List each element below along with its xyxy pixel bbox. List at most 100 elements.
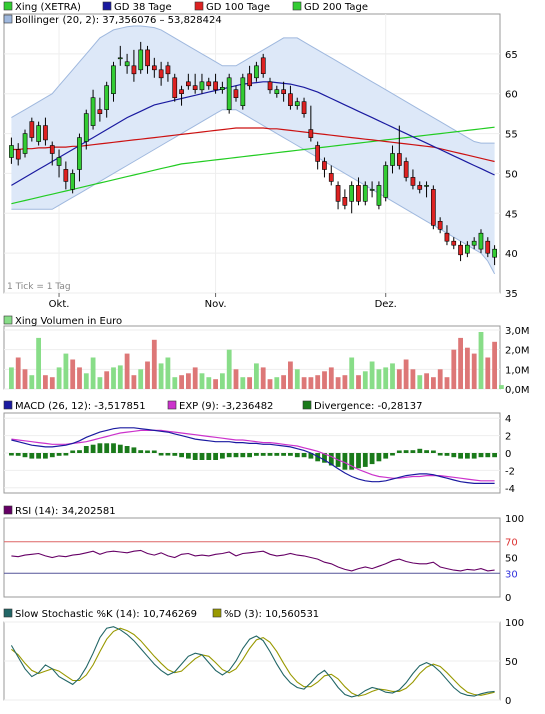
divergence-bar (274, 453, 280, 456)
divergence-bar (43, 453, 48, 459)
rsi-tick-label: 30 (505, 569, 518, 580)
candle (322, 157, 327, 178)
candle (492, 245, 498, 266)
divergence-bar (444, 453, 450, 456)
candle (124, 53, 130, 74)
legend-label-0: Xing (XETRA) (15, 2, 81, 13)
candle-body (43, 125, 48, 141)
candle-body (356, 185, 361, 202)
volume-panel: Xing Volumen in Euro 0,0M 1,0M 2,0M 3,0M (3, 315, 530, 396)
candle (464, 241, 470, 258)
candle (328, 165, 334, 186)
divergence-bar (97, 443, 103, 453)
volume-bar (56, 367, 62, 389)
volume-bar (465, 347, 470, 389)
candle-body (220, 87, 225, 91)
volume-bar (117, 365, 123, 389)
volume-bar (485, 357, 491, 389)
volume-bar (90, 357, 96, 389)
volume-bar (288, 361, 293, 389)
candle (186, 73, 191, 90)
candle-body (342, 197, 348, 206)
candle-body (145, 49, 150, 67)
volume-bar (186, 373, 191, 389)
candle-body (56, 157, 62, 166)
candle-body (83, 113, 89, 142)
moving-averages (11, 81, 495, 205)
candle (90, 89, 96, 130)
price-tick-label: 35 (505, 289, 518, 300)
divergence-bar (247, 453, 252, 458)
divergence-bar (485, 453, 491, 458)
volume-tick-label: 2,0M (505, 346, 530, 357)
volume-bar (301, 377, 307, 389)
macd-line (11, 427, 495, 484)
candle (356, 177, 361, 206)
candle-body (308, 129, 314, 138)
candle-body (165, 65, 171, 75)
candle-body (403, 161, 409, 178)
divergence-bar (478, 453, 484, 458)
volume-bar (29, 375, 35, 389)
candle (138, 41, 144, 74)
candle-body (172, 77, 178, 99)
candle (335, 181, 341, 210)
candle-body (458, 244, 463, 256)
divergence-bar (165, 453, 171, 456)
date-label: Dez. (375, 299, 397, 310)
divergence-bar (260, 453, 266, 456)
macd-tick-label: 2 (505, 432, 511, 443)
macd-label-1: EXP (9): -3,236482 (179, 401, 273, 412)
candle-body (294, 101, 300, 106)
candle-body (192, 85, 198, 90)
volume-bar (451, 349, 457, 389)
volume-bar (49, 377, 55, 389)
candle (213, 73, 218, 94)
tick-note: 1 Tick = 1 Tag (7, 282, 71, 292)
volume-bar (369, 361, 375, 389)
candle-body (281, 89, 287, 94)
stoch-tick-label: 100 (505, 618, 524, 629)
legend-label-2: GD 100 Tage (206, 2, 270, 13)
divergence-bar (254, 453, 259, 456)
divergence-bar (151, 450, 157, 453)
legend-swatch-0 (3, 1, 13, 11)
rsi-frame (3, 517, 501, 598)
candlesticks (9, 41, 498, 266)
volume-swatch (3, 315, 13, 325)
macd-label-2: Divergence: -0,28137 (314, 401, 422, 412)
candle (29, 117, 35, 142)
candle-body (158, 69, 164, 79)
macd-swatch-1 (167, 400, 177, 410)
candle-body (29, 121, 35, 138)
volume-bar (206, 377, 212, 389)
gd100-line (11, 127, 495, 163)
candle-body (213, 81, 218, 91)
volume-bar (390, 363, 395, 389)
bollinger-label: Bollinger (20, 2): 37,356076 – 53,828424 (15, 15, 222, 26)
candle (131, 49, 137, 82)
stoch-label-1: %D (3): 10,560531 (224, 609, 319, 620)
volume-bar (36, 337, 41, 389)
divergence-bar (376, 453, 382, 462)
divergence-bar (220, 453, 225, 459)
candle-body (390, 153, 395, 166)
divergence-bar (308, 453, 314, 459)
divergence-bar (104, 443, 110, 453)
candle-body (179, 89, 184, 94)
candle (362, 181, 368, 206)
candle-body (410, 177, 416, 186)
candle-body (424, 185, 429, 187)
price-tick-label: 65 (505, 50, 518, 61)
candle (294, 97, 300, 110)
candle-body (274, 89, 280, 94)
candle (206, 77, 212, 90)
volume-bar (226, 349, 232, 389)
divergence-bar (233, 453, 239, 458)
volume-bar (342, 375, 348, 389)
candle-body (349, 185, 355, 202)
candle (424, 181, 429, 198)
candle-body (97, 109, 103, 114)
divergence-bar (145, 450, 150, 453)
